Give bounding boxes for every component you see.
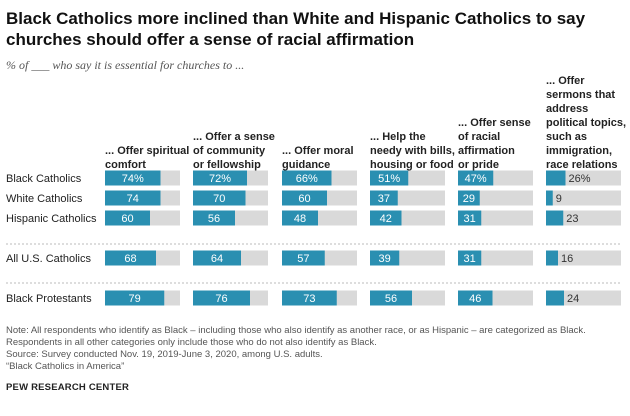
column-header-6-line-7: race relations bbox=[546, 159, 618, 171]
column-header-2-line-2: of community bbox=[193, 145, 266, 157]
row-label-1: Black Catholics bbox=[6, 173, 82, 185]
bar-r1-c3 bbox=[282, 170, 332, 186]
track-r3-c6 bbox=[546, 210, 621, 226]
value-label-r1-c1: 74% bbox=[122, 173, 144, 185]
value-label-r1-c5: 47% bbox=[465, 173, 487, 185]
value-label-r5-c4: 56 bbox=[385, 293, 397, 305]
column-header-2-line-3: or fellowship bbox=[193, 159, 261, 171]
bar-r2-c2 bbox=[193, 190, 246, 206]
value-label-r5-c5: 46 bbox=[469, 293, 481, 305]
bar-r1-c5 bbox=[458, 170, 494, 186]
bar-r5-c3 bbox=[282, 290, 337, 306]
column-header-6-line-3: address bbox=[546, 103, 588, 115]
column-header-1-line-1: ... Offer spiritual bbox=[105, 145, 189, 157]
bar-r4-c3 bbox=[282, 250, 325, 266]
bar-r5-c2 bbox=[193, 290, 250, 306]
bar-r5-c4 bbox=[370, 290, 412, 306]
value-label-r2-c3: 60 bbox=[298, 193, 310, 205]
column-header-4-line-1: ... Help the bbox=[370, 131, 426, 143]
value-label-r5-c3: 73 bbox=[303, 293, 315, 305]
value-label-r1-c3: 66% bbox=[296, 173, 318, 185]
value-label-r3-c5: 31 bbox=[464, 213, 476, 225]
bar-r3-c2 bbox=[193, 210, 235, 226]
bar-r4-c2 bbox=[193, 250, 241, 266]
value-label-r3-c2: 56 bbox=[208, 213, 220, 225]
row-label-4: All U.S. Catholics bbox=[6, 253, 91, 265]
value-label-r2-c2: 70 bbox=[213, 193, 225, 205]
column-header-6-line-4: political topics, bbox=[546, 117, 626, 129]
bar-r1-c1 bbox=[105, 170, 161, 186]
bar-r3-c3 bbox=[282, 210, 318, 226]
value-label-r2-c4: 37 bbox=[378, 193, 390, 205]
column-header-1-line-2: comfort bbox=[105, 159, 146, 171]
column-header-5-line-1: ... Offer sense bbox=[458, 117, 531, 129]
bar-r2-c6 bbox=[546, 190, 553, 206]
value-label-r4-c1: 68 bbox=[124, 253, 136, 265]
bar-r3-c5 bbox=[458, 210, 482, 226]
column-header-6-line-2: sermons that bbox=[546, 89, 615, 101]
value-label-r3-c6: 23 bbox=[566, 213, 578, 225]
bar-r4-c5 bbox=[458, 250, 482, 266]
value-label-r4-c3: 57 bbox=[297, 253, 309, 265]
row-label-2: White Catholics bbox=[6, 193, 83, 205]
column-header-6-line-1: ... Offer bbox=[546, 75, 585, 87]
bar-r2-c5 bbox=[458, 190, 480, 206]
track-r4-c6 bbox=[546, 250, 621, 266]
bar-r1-c2 bbox=[193, 170, 247, 186]
value-label-r2-c1: 74 bbox=[127, 193, 139, 205]
value-label-r1-c2: 72% bbox=[209, 173, 231, 185]
column-header-4-line-3: housing or food bbox=[370, 159, 454, 171]
bar-r2-c3 bbox=[282, 190, 327, 206]
bar-r4-c1 bbox=[105, 250, 156, 266]
value-label-r3-c3: 48 bbox=[294, 213, 306, 225]
value-label-r5-c1: 79 bbox=[129, 293, 141, 305]
column-header-6-line-5: such as bbox=[546, 131, 587, 143]
chart-title: Black Catholics more inclined than White… bbox=[6, 9, 586, 49]
source-note: Source: Survey conducted Nov. 19, 2019-J… bbox=[6, 349, 323, 360]
bar-r5-c5 bbox=[458, 290, 493, 306]
value-label-r4-c6: 16 bbox=[561, 253, 573, 265]
value-label-r5-c2: 76 bbox=[215, 293, 227, 305]
value-label-r5-c6: 24 bbox=[567, 293, 579, 305]
value-label-r3-c1: 60 bbox=[121, 213, 133, 225]
bar-r5-c1 bbox=[105, 290, 165, 306]
track-r2-c6 bbox=[546, 190, 621, 206]
bar-r3-c4 bbox=[370, 210, 402, 226]
bar-r1-c4 bbox=[370, 170, 409, 186]
value-label-r3-c4: 42 bbox=[380, 213, 392, 225]
bar-r2-c1 bbox=[105, 190, 161, 206]
note-line-1: Note: All respondents who identify as Bl… bbox=[6, 325, 586, 336]
report-title: “Black Catholics in America” bbox=[6, 361, 125, 372]
note-line-2: Respondents in all other categories only… bbox=[6, 337, 377, 348]
column-header-6-line-6: immigration, bbox=[546, 145, 612, 157]
column-header-3-line-2: guidance bbox=[282, 159, 330, 171]
value-label-r2-c6: 9 bbox=[556, 193, 562, 205]
bar-r4-c6 bbox=[546, 250, 558, 266]
bar-r3-c1 bbox=[105, 210, 150, 226]
column-header-2-line-1: ... Offer a sense bbox=[193, 131, 275, 143]
value-label-r4-c4: 39 bbox=[379, 253, 391, 265]
value-label-r1-c4: 51% bbox=[378, 173, 400, 185]
row-label-3: Hispanic Catholics bbox=[6, 213, 97, 225]
bar-r4-c4 bbox=[370, 250, 400, 266]
column-header-4-line-2: needy with bills, bbox=[370, 145, 455, 157]
chart-subtitle: % of ___ who say it is essential for chu… bbox=[6, 58, 245, 72]
row-label-5: Black Protestants bbox=[6, 293, 92, 305]
value-label-r1-c6: 26% bbox=[569, 173, 591, 185]
bar-r5-c6 bbox=[546, 290, 564, 306]
bar-r1-c6 bbox=[546, 170, 566, 186]
column-header-5-line-2: of racial bbox=[458, 131, 500, 143]
bar-r3-c6 bbox=[546, 210, 564, 226]
column-header-5-line-4: or pride bbox=[458, 159, 499, 171]
bar-r2-c4 bbox=[370, 190, 398, 206]
value-label-r4-c2: 64 bbox=[211, 253, 223, 265]
value-label-r2-c5: 29 bbox=[463, 193, 475, 205]
value-label-r4-c5: 31 bbox=[464, 253, 476, 265]
column-header-5-line-3: affirmation bbox=[458, 145, 515, 157]
pew-logo: PEW RESEARCH CENTER bbox=[6, 382, 130, 393]
track-r5-c6 bbox=[546, 290, 621, 306]
column-header-3-line-1: ... Offer moral bbox=[282, 145, 354, 157]
